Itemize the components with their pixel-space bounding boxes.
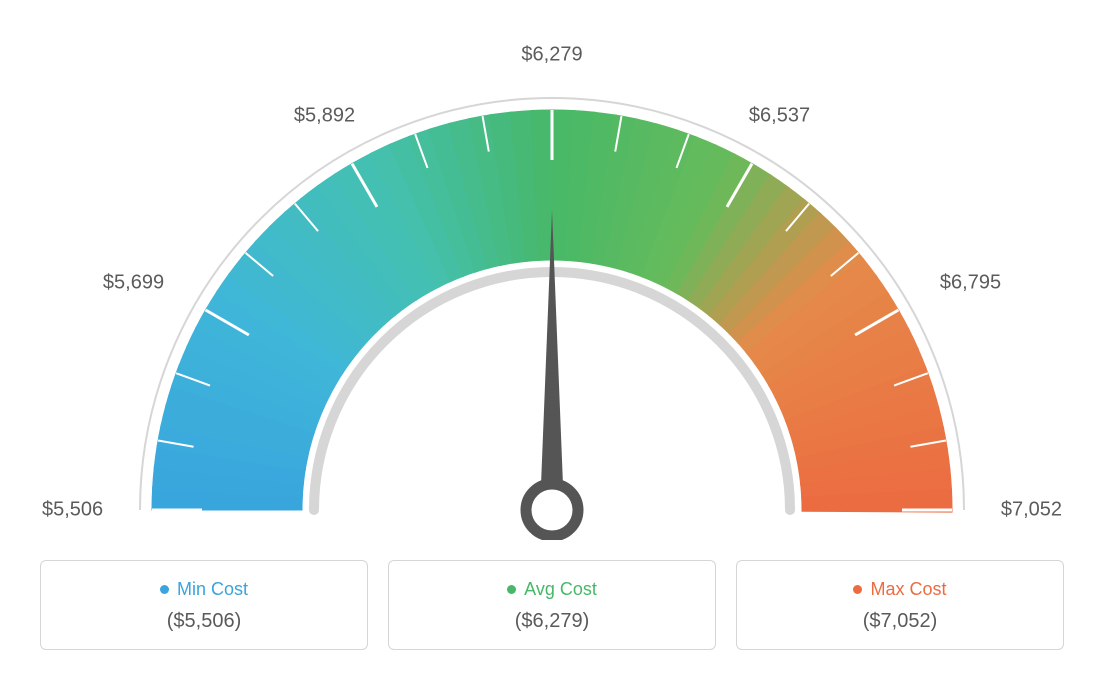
- legend-value-min: ($5,506): [51, 610, 357, 633]
- gauge-tick-label: $7,052: [1001, 499, 1062, 522]
- legend-card-max: Max Cost ($7,052): [736, 560, 1064, 650]
- legend-label-avg: Avg Cost: [524, 579, 597, 600]
- gauge-chart: $5,506 $5,699 $5,892 $6,279 $6,537 $6,795 $7,0…: [0, 0, 1104, 540]
- legend-label-min: Min Cost: [177, 579, 248, 600]
- gauge-tick-label: $6,537: [749, 104, 810, 127]
- gauge-tick-label: $5,699: [103, 271, 164, 294]
- gauge-tick-label: $6,279: [521, 44, 582, 67]
- cost-gauge-container: $5,506 $5,699 $5,892 $6,279 $6,537 $6,795 $7,0…: [0, 0, 1104, 690]
- legend-label-max: Max Cost: [870, 579, 946, 600]
- legend-row: Min Cost ($5,506) Avg Cost ($6,279) Max …: [40, 560, 1064, 650]
- legend-card-min: Min Cost ($5,506): [40, 560, 368, 650]
- legend-value-avg: ($6,279): [399, 610, 705, 633]
- legend-value-max: ($7,052): [747, 610, 1053, 633]
- legend-dot-max: [853, 585, 862, 594]
- legend-dot-min: [160, 585, 169, 594]
- gauge-tick-label: $6,795: [940, 271, 1001, 294]
- legend-card-avg: Avg Cost ($6,279): [388, 560, 716, 650]
- legend-dot-avg: [507, 585, 516, 594]
- gauge-tick-label: $5,506: [42, 499, 103, 522]
- gauge-tick-label: $5,892: [294, 104, 355, 127]
